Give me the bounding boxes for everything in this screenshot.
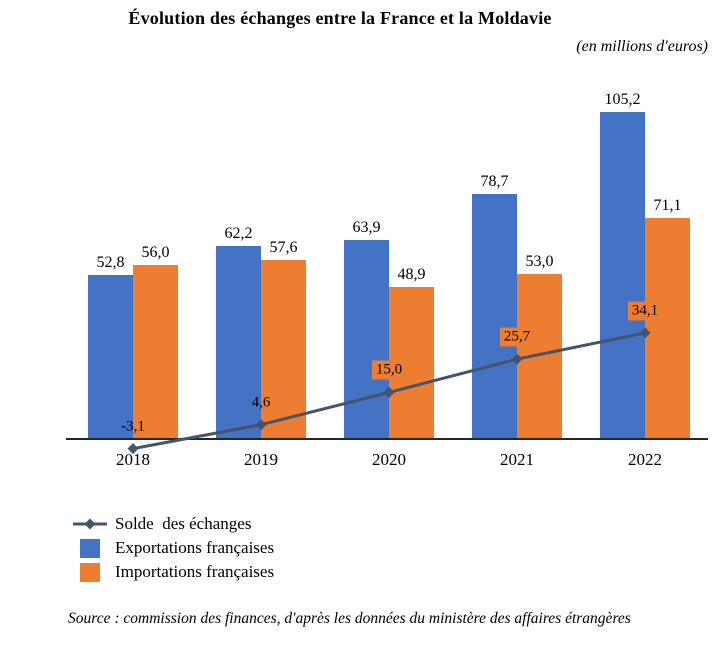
imports-value-2020: 48,9 (397, 266, 426, 283)
balance-value-2021: 25,7 (499, 327, 535, 347)
exports-swatch-icon (72, 538, 108, 558)
imports-bar-2022 (645, 218, 690, 439)
exports-bar-2021 (472, 194, 517, 439)
balance-value-2022: 34,1 (627, 301, 663, 321)
balance-value-2018: -3,1 (121, 418, 145, 435)
imports-swatch-icon (72, 562, 108, 582)
exports-value-2021: 78,7 (480, 173, 509, 190)
exports-bar-2022 (600, 112, 645, 439)
imports-bar-2018 (133, 265, 178, 439)
exports-value-2020: 63,9 (352, 219, 381, 236)
imports-value-2018: 56,0 (141, 244, 170, 261)
legend-label-exportations: Exportations françaises (115, 538, 275, 557)
x-tick-2019: 2019 (244, 450, 278, 469)
source-note: Source : commission des finances, d'aprè… (68, 610, 631, 627)
imports-value-2019: 57,6 (269, 239, 298, 256)
chart-title: Évolution des échanges entre la France e… (128, 8, 552, 28)
x-tick-2022: 2022 (628, 450, 662, 469)
imports-value-2022: 71,1 (653, 197, 682, 214)
exports-bar-2018 (88, 275, 133, 439)
imports-bar-2021 (517, 274, 562, 439)
balance-value-2020: 15,0 (371, 360, 407, 380)
chart-subtitle: (en millions d'euros) (576, 38, 708, 55)
exports-bar-2020 (344, 240, 389, 439)
x-axis-line (66, 438, 708, 440)
balance-value-2019: 4,6 (251, 394, 271, 411)
x-tick-2020: 2020 (372, 450, 406, 469)
exports-value-2018: 52,8 (96, 254, 125, 271)
legend-label-solde: Solde des échanges (115, 514, 252, 533)
line-diamond-marker-icon (72, 517, 108, 531)
exports-value-2022: 105,2 (604, 91, 641, 108)
legend-label-importations: Importations françaises (115, 562, 275, 581)
x-tick-2021: 2021 (500, 450, 534, 469)
legend-item-importations: Importations françaises (72, 560, 274, 584)
legend-item-solde: Solde des échanges (72, 512, 274, 536)
legend: Solde des échanges Exportations français… (72, 512, 274, 584)
exports-value-2019: 62,2 (224, 225, 253, 242)
x-tick-2018: 2018 (116, 450, 150, 469)
imports-value-2021: 53,0 (525, 253, 554, 270)
legend-item-exportations: Exportations françaises (72, 536, 274, 560)
